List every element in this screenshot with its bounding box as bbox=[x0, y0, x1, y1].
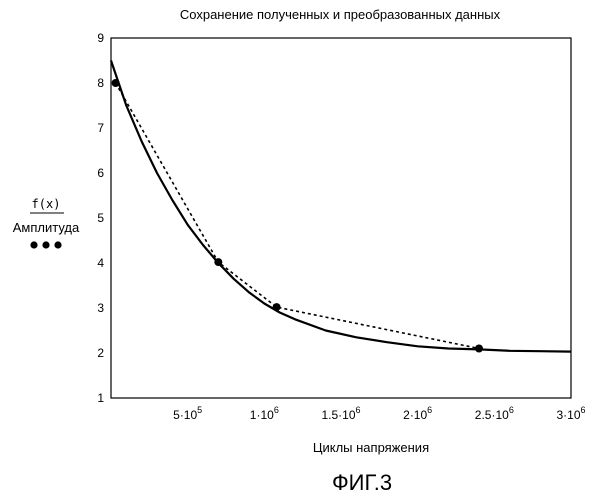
x-tick-label-0: 5·105 bbox=[173, 405, 202, 422]
y-tick-label-0: 1 bbox=[97, 391, 104, 405]
y-label-marker-2 bbox=[42, 241, 49, 248]
series-group bbox=[111, 61, 571, 353]
y-label-bottom: Амплитуда bbox=[13, 220, 80, 235]
x-tick-label-3: 2·106 bbox=[403, 405, 432, 422]
series-1-point-1 bbox=[214, 258, 222, 266]
series-1-point-3 bbox=[475, 345, 483, 353]
x-tick-labels: 5·105 1·106 1.5·106 2·106 2.5·106 3·106 bbox=[173, 405, 585, 422]
y-tick-label-7: 8 bbox=[97, 76, 104, 90]
x-axis-label: Циклы напряжения bbox=[313, 440, 429, 455]
x-tick-label-2: 1.5·106 bbox=[321, 405, 360, 422]
y-label-marker-1 bbox=[30, 241, 37, 248]
series-1-point-2 bbox=[273, 303, 281, 311]
series-1-point-0 bbox=[112, 79, 120, 87]
y-tick-label-2: 3 bbox=[97, 301, 104, 315]
x-tick-label-5: 3·106 bbox=[556, 405, 585, 422]
y-label-marker-3 bbox=[54, 241, 61, 248]
plot-frame bbox=[111, 38, 571, 398]
figure-caption: ФИГ.3 bbox=[332, 470, 392, 495]
y-tick-label-8: 9 bbox=[97, 31, 104, 45]
y-tick-label-4: 5 bbox=[97, 211, 104, 225]
x-tick-label-1: 1·106 bbox=[250, 405, 279, 422]
chart-title: Сохранение полученных и преобразованных … bbox=[180, 7, 501, 22]
y-tick-label-3: 4 bbox=[97, 256, 104, 270]
y-label-top: f(x) bbox=[32, 197, 61, 211]
y-tick-labels: 1 2 3 4 5 6 7 8 9 bbox=[97, 31, 104, 405]
y-axis-label: f(x) Амплитуда bbox=[13, 197, 80, 249]
y-tick-label-6: 7 bbox=[97, 121, 104, 135]
series-0-line bbox=[111, 61, 571, 352]
x-tick-label-4: 2.5·106 bbox=[475, 405, 514, 422]
y-tick-label-1: 2 bbox=[97, 346, 104, 360]
series-1-line bbox=[116, 83, 479, 349]
y-tick-label-5: 6 bbox=[97, 166, 104, 180]
